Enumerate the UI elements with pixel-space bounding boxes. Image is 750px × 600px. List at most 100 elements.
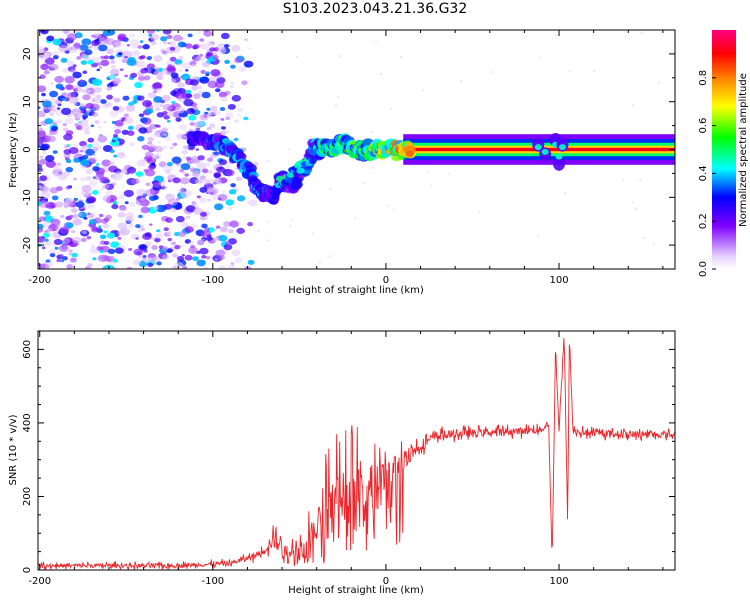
spectrogram-noise-dot <box>312 232 315 235</box>
spectrogram-noise-blob <box>86 203 95 209</box>
spectrogram-ridge-blob <box>296 167 305 174</box>
spectrogram-noise-blob <box>106 48 114 55</box>
spectrogram-noise-blob <box>109 102 113 106</box>
spectrogram-noise-blob <box>190 245 195 249</box>
spectrogram-noise-blob <box>177 63 183 67</box>
spectrogram-noise-blob <box>199 187 208 193</box>
spectrogram-noise-blob <box>92 78 103 87</box>
snr-x-tick-label: 0 <box>383 576 389 587</box>
spectrogram-noise-blob <box>62 238 70 245</box>
spectrogram-noise-blob <box>179 177 190 185</box>
spectrogram-noise-blob <box>71 252 78 258</box>
spectrogram-noise-blob <box>113 97 121 103</box>
spectrogram-noise-blob <box>180 163 191 171</box>
spectrogram-noise-blob <box>227 103 236 110</box>
spectrogram-noise-blob <box>109 161 115 165</box>
spectrogram-noise-blob <box>166 161 173 167</box>
spectrogram-noise-blob <box>108 165 118 173</box>
spectrogram-noise-blob <box>167 237 173 242</box>
snr-x-tick-label: -100 <box>201 576 224 587</box>
spectrogram-noise-dot <box>295 55 298 58</box>
spectrogram-noise-blob <box>89 45 94 48</box>
spectrogram-noise-blob <box>181 171 186 175</box>
spectrogram-noise-blob <box>223 221 231 227</box>
spectrogram-noise-blob <box>52 55 59 60</box>
spectrogram-noise-blob <box>40 63 50 71</box>
spectrogram-noise-blob <box>81 184 92 193</box>
spectrogram-noise-blob <box>51 105 56 109</box>
spectrogram-noise-blob <box>227 228 234 234</box>
spectrogram-noise-blob <box>197 30 201 34</box>
spectrogram-noise-blob <box>142 99 152 108</box>
spectrogram-noise-blob <box>236 195 246 202</box>
spectrogram-noise-dot <box>639 178 642 181</box>
spectrogram-noise-dot <box>379 72 382 75</box>
spectrogram-noise-blob <box>80 109 87 114</box>
spectrogram-noise-blob <box>109 75 115 80</box>
spectrogram-noise-dot <box>447 172 450 175</box>
spectrogram-noise-blob <box>229 85 234 88</box>
spectrogram-noise-blob <box>126 58 137 66</box>
spectrogram-noise-dot <box>266 239 269 242</box>
spectrogram-noise-blob <box>163 227 169 232</box>
spectrogram-noise-blob <box>181 149 188 155</box>
spectrogram-noise-blob <box>154 66 160 71</box>
snr-y-tick-label: 400 <box>22 413 33 432</box>
spectrogram-noise-blob <box>41 200 47 204</box>
spectrogram-noise-blob <box>89 179 98 186</box>
spectrogram-noise-blob <box>243 116 249 121</box>
spectrogram-noise-blob <box>101 159 111 167</box>
spectrogram-noise-blob <box>61 107 72 116</box>
spectrogram-noise-blob <box>138 214 143 219</box>
spectrogram-noise-blob <box>125 216 134 223</box>
spectrogram-noise-blob <box>166 230 172 235</box>
spectrogram-x-tick-label: 100 <box>549 275 568 286</box>
spectrogram-noise-blob <box>98 66 103 69</box>
spectrogram-noise-blob <box>159 104 164 108</box>
spectrogram-noise-dot <box>426 171 429 174</box>
colorbar-ticks: 0.0 0.2 0.4 0.6 0.8 <box>698 70 716 277</box>
spectrogram-noise-blob <box>169 46 176 51</box>
spectrogram-noise-blob <box>52 51 60 57</box>
spectrogram-noise-blob <box>112 133 118 138</box>
spectrogram-noise-blob <box>225 130 230 133</box>
spectrogram-noise-blob <box>124 56 128 59</box>
spectrogram-noise-blob <box>109 82 114 86</box>
spectrogram-noise-blob <box>198 197 207 204</box>
spectrogram-noise-blob <box>79 159 90 167</box>
spectrogram-noise-blob <box>150 34 160 41</box>
spectrogram-y-tick-label: 0 <box>22 146 33 152</box>
spectrogram-noise-blob <box>157 140 162 144</box>
spectrogram-noise-dot <box>537 235 540 238</box>
spectrogram-noise-blob <box>172 34 183 42</box>
colorbar-tick-label: 0.4 <box>698 165 709 181</box>
snr-frame <box>37 330 676 571</box>
spectrogram-noise-blob <box>54 75 65 83</box>
spectrogram-ridge-blob <box>405 150 414 158</box>
spectrogram-noise-blob <box>74 44 81 49</box>
spectrogram-noise-blob <box>56 258 62 263</box>
spectrogram-noise-blob <box>49 253 56 258</box>
spectrogram-noise-blob <box>102 195 112 202</box>
spectrogram-noise-blob <box>87 60 94 65</box>
spectrogram-y-tick-label: -20 <box>22 237 33 253</box>
spectrogram-noise-dot <box>375 39 378 42</box>
spectrogram-noise-blob <box>155 204 167 213</box>
spectrogram-noise-blob <box>191 201 197 205</box>
spectrogram-noise-blob <box>181 62 192 70</box>
spectrogram-noise-blob <box>215 88 221 93</box>
colorbar: 0.0 0.2 0.4 0.6 0.8 Normalized spectral ampl… <box>698 30 749 277</box>
spectrogram-noise-blob <box>65 158 72 164</box>
spectrogram-noise-blob <box>145 182 150 186</box>
spectrogram-noise-blob <box>44 238 49 242</box>
spectrogram-noise-blob <box>44 57 55 65</box>
spectrogram-noise-blob <box>63 204 69 209</box>
spectrogram-noise-blob <box>213 151 220 156</box>
spectrogram-noise-blob <box>38 46 45 54</box>
spectrogram-noise-blob <box>205 73 210 77</box>
spectrogram-noise-blob <box>89 247 99 254</box>
spectrogram-noise-blob <box>107 248 116 255</box>
spectrogram-noise-blob <box>112 258 119 263</box>
spectrogram-noise-blob <box>206 51 213 57</box>
